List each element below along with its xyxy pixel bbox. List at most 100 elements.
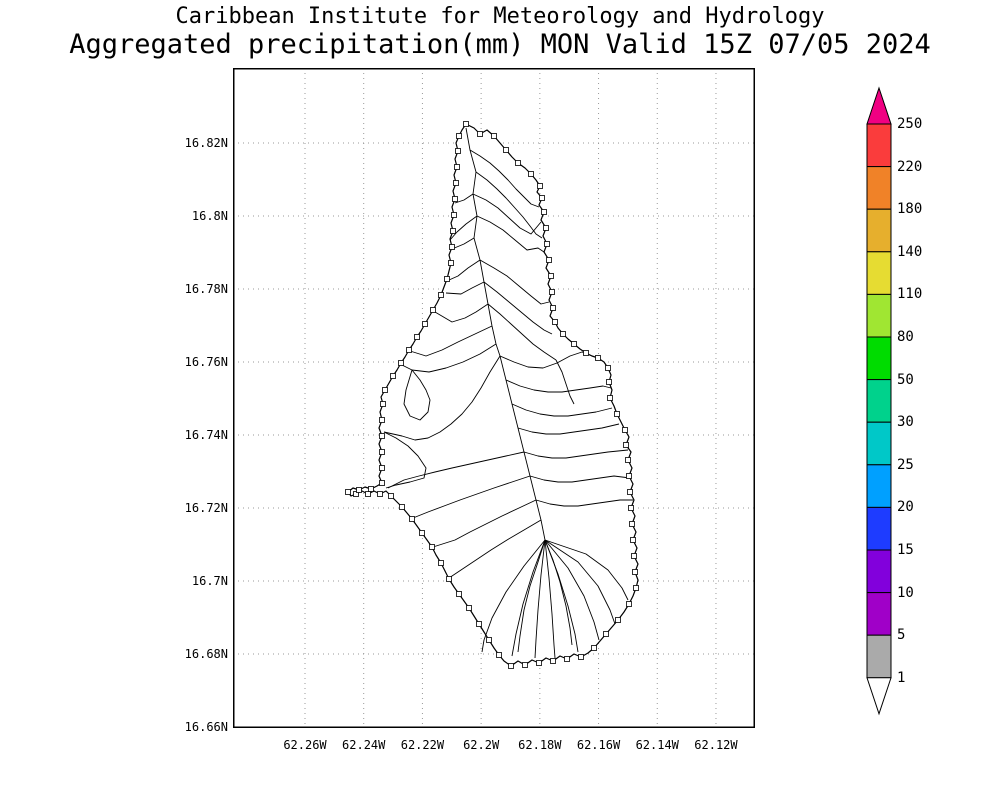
watershed-boundary xyxy=(544,539,616,625)
coast-cell-marker xyxy=(398,360,404,366)
coast-cell-marker xyxy=(625,457,631,463)
colorbar-tick-label: 110 xyxy=(897,286,923,303)
coast-cell-marker xyxy=(629,521,635,527)
watershed-boundary xyxy=(448,519,542,579)
coast-cell-marker xyxy=(550,305,556,311)
coast-cell-marker xyxy=(583,350,589,356)
watershed-boundary xyxy=(434,303,489,323)
title-product: Aggregated precipitation(mm) MON Valid 1… xyxy=(69,29,931,60)
coast-cell-marker xyxy=(627,489,633,495)
plot-frame xyxy=(233,68,755,728)
watershed-boundary xyxy=(529,475,631,483)
watershed-boundary xyxy=(387,451,525,489)
coast-cell-marker xyxy=(356,487,362,493)
watershed-boundary xyxy=(534,539,546,659)
watershed-boundary xyxy=(475,171,543,239)
coast-cell-marker xyxy=(390,373,396,379)
colorbar-band xyxy=(866,464,892,508)
coast-cell-marker xyxy=(399,504,405,510)
watershed-boundary xyxy=(409,325,493,357)
coast-cell-marker xyxy=(503,147,509,153)
colorbar-legend: 250 220 180 140 110 80 50 30 25 20 15 10 5 1 xyxy=(866,86,1000,726)
watershed-boundary xyxy=(517,423,620,435)
coast-cell-marker xyxy=(546,257,552,263)
watershed-boundary xyxy=(544,539,556,659)
watershed-boundary xyxy=(499,351,593,369)
coast-cell-marker xyxy=(382,387,388,393)
colorbar-tick-label: 50 xyxy=(897,371,914,388)
colorbar-arrow-below-min xyxy=(866,677,892,716)
lon-tick-label: 62.14W xyxy=(635,738,679,752)
coast-cell-marker xyxy=(607,395,613,401)
coast-cell-marker xyxy=(571,341,577,347)
coast-cell-marker xyxy=(379,465,385,471)
coast-cell-marker xyxy=(548,273,554,279)
coast-cell-marker xyxy=(631,553,637,559)
watershed-boundary xyxy=(472,193,542,235)
coast-cell-marker xyxy=(623,442,629,448)
coast-cell-marker xyxy=(528,171,534,177)
coast-cell-marker xyxy=(409,516,415,522)
watershed-boundary xyxy=(412,475,531,519)
coast-cell-marker xyxy=(630,537,636,543)
lon-tick-label: 62.12W xyxy=(694,738,738,752)
colorbar-tick-label: 15 xyxy=(897,542,914,558)
colorbar-band xyxy=(866,506,892,551)
watershed-boundary xyxy=(383,355,501,441)
coast-cell-marker xyxy=(486,637,492,643)
coast-cell-marker xyxy=(606,379,612,385)
colorbar-band xyxy=(866,123,892,168)
map-svg xyxy=(233,68,755,728)
coast-cell-marker xyxy=(456,591,462,597)
watershed-boundary xyxy=(465,127,501,357)
coast-cell-marker xyxy=(380,401,386,407)
lat-tick-label: 16.76N xyxy=(184,355,228,369)
colorbar-tick-label: 220 xyxy=(897,158,923,175)
colorbar-band xyxy=(866,421,892,466)
lat-tick-label: 16.7N xyxy=(191,574,228,588)
colorbar-tick-label: 20 xyxy=(897,499,914,516)
watershed-boundary xyxy=(449,215,478,241)
coast-cell-marker xyxy=(522,662,528,668)
coast-cell-marker xyxy=(541,209,547,215)
lon-tick-label: 62.26W xyxy=(283,738,327,752)
coast-cell-marker xyxy=(368,486,374,492)
coast-cell-marker xyxy=(379,449,385,455)
coast-cell-marker xyxy=(615,617,621,623)
lat-tick-label: 16.68N xyxy=(184,647,228,661)
coast-cell-marker xyxy=(605,365,611,371)
title-block: Caribbean Institute for Meteorology and … xyxy=(0,4,1000,60)
lat-tick-label: 16.66N xyxy=(184,720,228,734)
colorbar-tick-label: 5 xyxy=(897,627,906,644)
watershed-boundary xyxy=(383,431,427,489)
lon-tick-label: 62.24W xyxy=(342,738,386,752)
coast-cell-marker xyxy=(466,605,472,611)
coast-cell-marker xyxy=(633,585,639,591)
coast-cell-marker xyxy=(452,196,458,202)
watershed-boundary xyxy=(511,403,613,417)
watershed-boundary xyxy=(454,193,474,204)
watershed-boundary xyxy=(481,539,546,653)
watershed-boundary xyxy=(445,281,485,295)
coast-cell-marker xyxy=(448,260,454,266)
coast-cell-marker xyxy=(430,307,436,313)
coast-cell-marker xyxy=(614,411,620,417)
coast-cell-marker xyxy=(450,228,456,234)
coast-cell-marker xyxy=(444,276,450,282)
colorbar-band xyxy=(866,592,892,636)
watershed-boundary xyxy=(555,359,575,405)
lon-tick-label: 62.18W xyxy=(518,738,562,752)
colorbar-band xyxy=(866,634,892,679)
coast-cell-marker xyxy=(463,121,469,127)
coast-cell-marker xyxy=(379,433,385,439)
lat-tick-label: 16.72N xyxy=(184,501,228,515)
coast-cell-marker xyxy=(496,652,502,658)
coast-cell-marker xyxy=(552,319,558,325)
coast-cell-marker xyxy=(537,183,543,189)
coast-cell-marker xyxy=(446,576,452,582)
watershed-boundary xyxy=(479,259,550,305)
coast-cell-marker xyxy=(422,321,428,327)
coast-cell-marker xyxy=(477,131,483,137)
coast-cell-marker xyxy=(365,491,371,497)
